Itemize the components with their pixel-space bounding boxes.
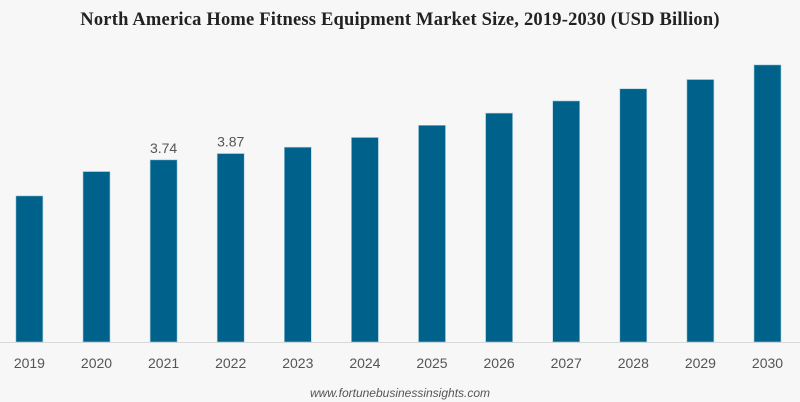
source-watermark: www.fortunebusinessinsights.com — [309, 386, 491, 400]
data-label-2022: 3.87 — [217, 134, 244, 150]
x-tick-label: 2029 — [685, 355, 716, 371]
bar-2023 — [283, 146, 312, 343]
x-tick-label: 2020 — [81, 355, 112, 371]
bar-2022 — [216, 153, 245, 343]
bar-2029 — [686, 79, 715, 343]
bar-2025 — [418, 124, 446, 343]
x-tick-label: 2023 — [282, 355, 313, 371]
bar-2030 — [753, 64, 782, 343]
x-tick-label: 2025 — [416, 355, 447, 371]
bar-2019 — [15, 195, 44, 343]
bar-2021 — [149, 159, 178, 343]
x-tick-label: 2028 — [618, 355, 649, 371]
bar-2026 — [485, 112, 513, 343]
bar-2020 — [82, 171, 111, 343]
x-tick-label: 2024 — [349, 355, 380, 371]
bar-2027 — [552, 100, 581, 343]
data-label-2021: 3.74 — [150, 140, 177, 156]
x-tick-label: 2030 — [752, 355, 783, 371]
x-tick-label: 2027 — [551, 355, 582, 371]
x-tick-label: 2021 — [148, 355, 179, 371]
chart-title: North America Home Fitness Equipment Mar… — [80, 10, 720, 30]
x-tick-label: 2019 — [14, 355, 45, 371]
x-tick-label: 2022 — [215, 355, 246, 371]
x-tick-label: 2026 — [484, 355, 515, 371]
bar-2024 — [351, 137, 379, 343]
bar-2028 — [619, 88, 648, 343]
